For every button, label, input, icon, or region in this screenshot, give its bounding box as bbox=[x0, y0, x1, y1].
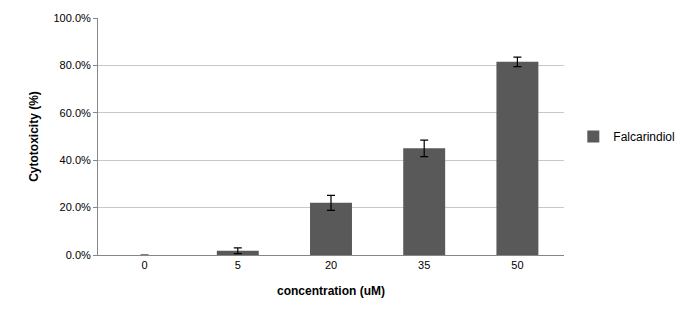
svg-text:concentration (uM): concentration (uM) bbox=[277, 284, 385, 298]
svg-text:100.0%: 100.0% bbox=[53, 12, 91, 24]
svg-text:0: 0 bbox=[142, 259, 148, 271]
svg-text:35: 35 bbox=[418, 259, 430, 271]
svg-text:0.0%: 0.0% bbox=[66, 249, 91, 261]
svg-text:5: 5 bbox=[235, 259, 241, 271]
svg-text:60.0%: 60.0% bbox=[60, 107, 91, 119]
svg-text:80.0%: 80.0% bbox=[60, 59, 91, 71]
svg-text:20.0%: 20.0% bbox=[60, 201, 91, 213]
svg-text:Falcarindiol: Falcarindiol bbox=[613, 130, 674, 144]
svg-text:Cytotoxicity (%): Cytotoxicity (%) bbox=[27, 91, 41, 182]
svg-text:40.0%: 40.0% bbox=[60, 154, 91, 166]
svg-text:50: 50 bbox=[511, 259, 523, 271]
svg-text:20: 20 bbox=[325, 259, 337, 271]
